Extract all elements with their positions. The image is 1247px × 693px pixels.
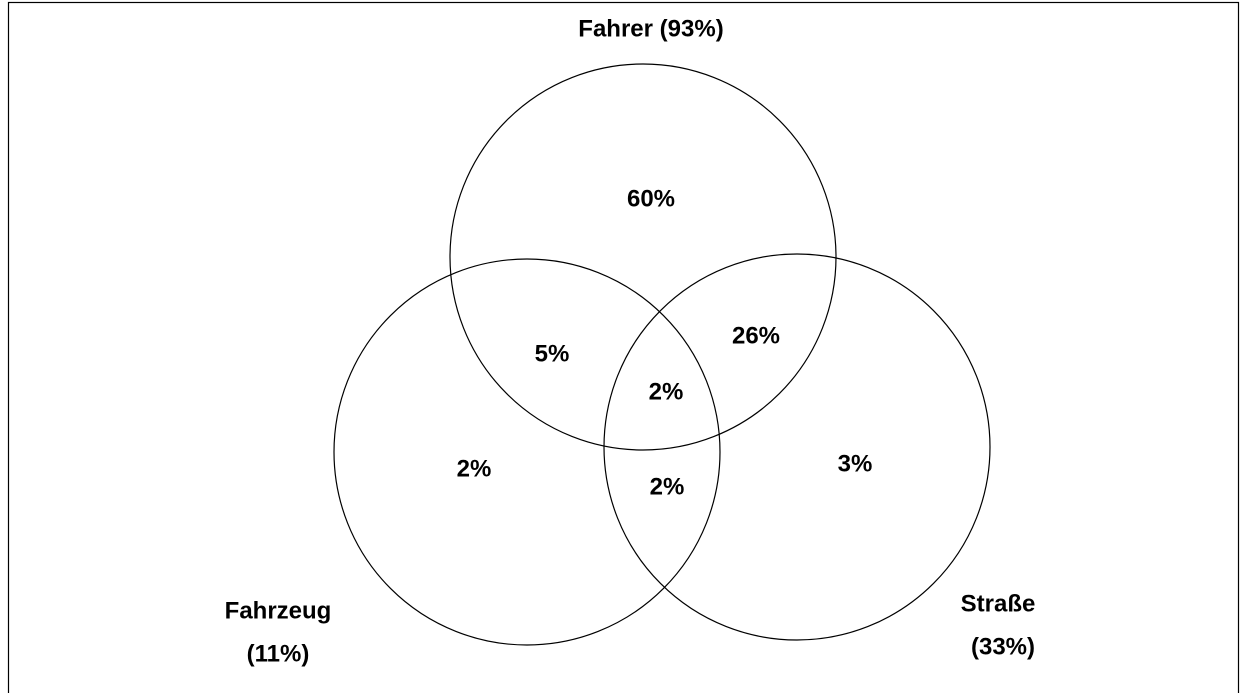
region-label: 3%	[838, 450, 873, 477]
set-label: Fahrzeug	[225, 597, 332, 624]
region-label: 26%	[732, 322, 780, 349]
frame	[7, 1, 1240, 693]
region-label: 5%	[535, 340, 570, 367]
set-label: (11%)	[247, 640, 310, 667]
region-label: 60%	[627, 185, 675, 212]
region-label: 2%	[457, 455, 492, 482]
region-label: 2%	[649, 378, 684, 405]
region-label: 2%	[650, 473, 685, 500]
set-circle	[333, 258, 721, 646]
set-label: Fahrer (93%)	[578, 15, 723, 42]
set-label: (33%)	[971, 633, 1035, 660]
set-circle	[449, 63, 837, 451]
set-circle	[603, 253, 991, 641]
set-label: Straße	[961, 590, 1036, 617]
